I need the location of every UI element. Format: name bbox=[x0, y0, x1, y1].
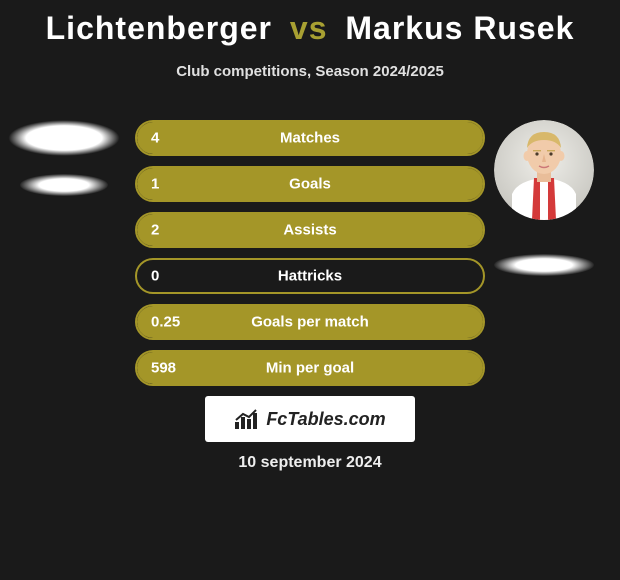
title-vs: vs bbox=[290, 10, 328, 46]
player2-avatar bbox=[494, 120, 594, 276]
stats-panel: 4 Matches 1 Goals 2 Assists 0 Hattricks 0.25 Goal… bbox=[135, 120, 485, 396]
footer-date: 10 september 2024 bbox=[238, 454, 381, 472]
subtitle: Club competitions, Season 2024/2025 bbox=[0, 63, 620, 80]
stat-value-left: 0 bbox=[151, 268, 159, 285]
stat-value-left: 1 bbox=[151, 176, 159, 193]
stat-row: 0.25 Goals per match bbox=[135, 304, 485, 340]
stat-label: Hattricks bbox=[278, 268, 342, 285]
stat-row: 4 Matches bbox=[135, 120, 485, 156]
stat-label: Matches bbox=[280, 130, 340, 147]
player1-shadow bbox=[20, 174, 108, 196]
stat-label: Assists bbox=[283, 222, 336, 239]
page-title: Lichtenberger vs Markus Rusek bbox=[0, 0, 620, 47]
player2-illustration bbox=[494, 120, 594, 220]
stat-label: Min per goal bbox=[266, 360, 354, 377]
player1-photo-placeholder bbox=[8, 120, 120, 156]
stat-label: Goals per match bbox=[251, 314, 369, 331]
stat-value-left: 0.25 bbox=[151, 314, 180, 331]
brand-logo-icon bbox=[234, 408, 260, 430]
stat-row: 2 Assists bbox=[135, 212, 485, 248]
player1-avatar bbox=[8, 120, 120, 196]
brand-text: FcTables.com bbox=[266, 409, 385, 430]
stat-row: 598 Min per goal bbox=[135, 350, 485, 386]
stat-value-left: 4 bbox=[151, 130, 159, 147]
stat-row: 1 Goals bbox=[135, 166, 485, 202]
player2-photo bbox=[494, 120, 594, 220]
stat-value-left: 2 bbox=[151, 222, 159, 239]
stat-value-left: 598 bbox=[151, 360, 176, 377]
player2-shadow bbox=[494, 254, 594, 276]
title-player2: Markus Rusek bbox=[345, 10, 574, 46]
stat-label: Goals bbox=[289, 176, 331, 193]
title-player1: Lichtenberger bbox=[46, 10, 272, 46]
stat-row: 0 Hattricks bbox=[135, 258, 485, 294]
brand-logo: FcTables.com bbox=[205, 396, 415, 442]
